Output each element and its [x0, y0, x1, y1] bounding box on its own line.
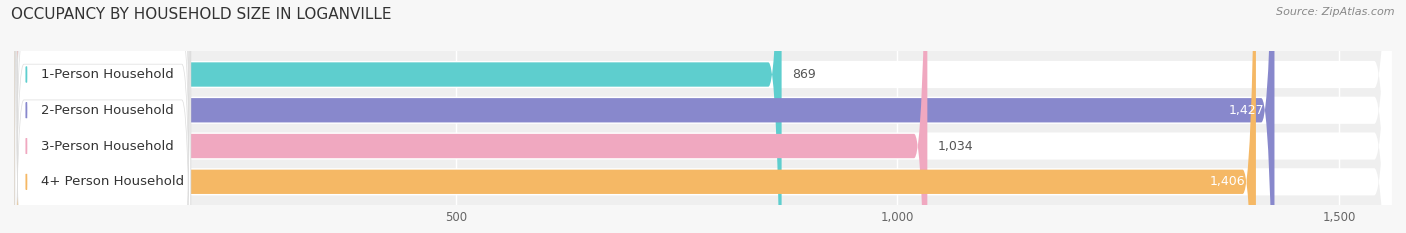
- Text: 3-Person Household: 3-Person Household: [41, 140, 173, 153]
- FancyBboxPatch shape: [15, 0, 191, 233]
- Text: 2-Person Household: 2-Person Household: [41, 104, 173, 117]
- FancyBboxPatch shape: [14, 0, 1274, 233]
- Text: 1,034: 1,034: [938, 140, 973, 153]
- Text: 1,406: 1,406: [1209, 175, 1246, 188]
- FancyBboxPatch shape: [14, 0, 1392, 233]
- Text: 4+ Person Household: 4+ Person Household: [41, 175, 184, 188]
- Text: Source: ZipAtlas.com: Source: ZipAtlas.com: [1277, 7, 1395, 17]
- FancyBboxPatch shape: [14, 0, 782, 233]
- Text: 1-Person Household: 1-Person Household: [41, 68, 173, 81]
- Text: 1,427: 1,427: [1229, 104, 1264, 117]
- FancyBboxPatch shape: [14, 0, 928, 233]
- Text: OCCUPANCY BY HOUSEHOLD SIZE IN LOGANVILLE: OCCUPANCY BY HOUSEHOLD SIZE IN LOGANVILL…: [11, 7, 392, 22]
- FancyBboxPatch shape: [15, 0, 191, 233]
- FancyBboxPatch shape: [15, 0, 191, 233]
- FancyBboxPatch shape: [15, 0, 191, 233]
- FancyBboxPatch shape: [14, 0, 1392, 233]
- FancyBboxPatch shape: [14, 0, 1256, 233]
- FancyBboxPatch shape: [14, 0, 1392, 233]
- FancyBboxPatch shape: [14, 0, 1392, 233]
- Text: 869: 869: [792, 68, 815, 81]
